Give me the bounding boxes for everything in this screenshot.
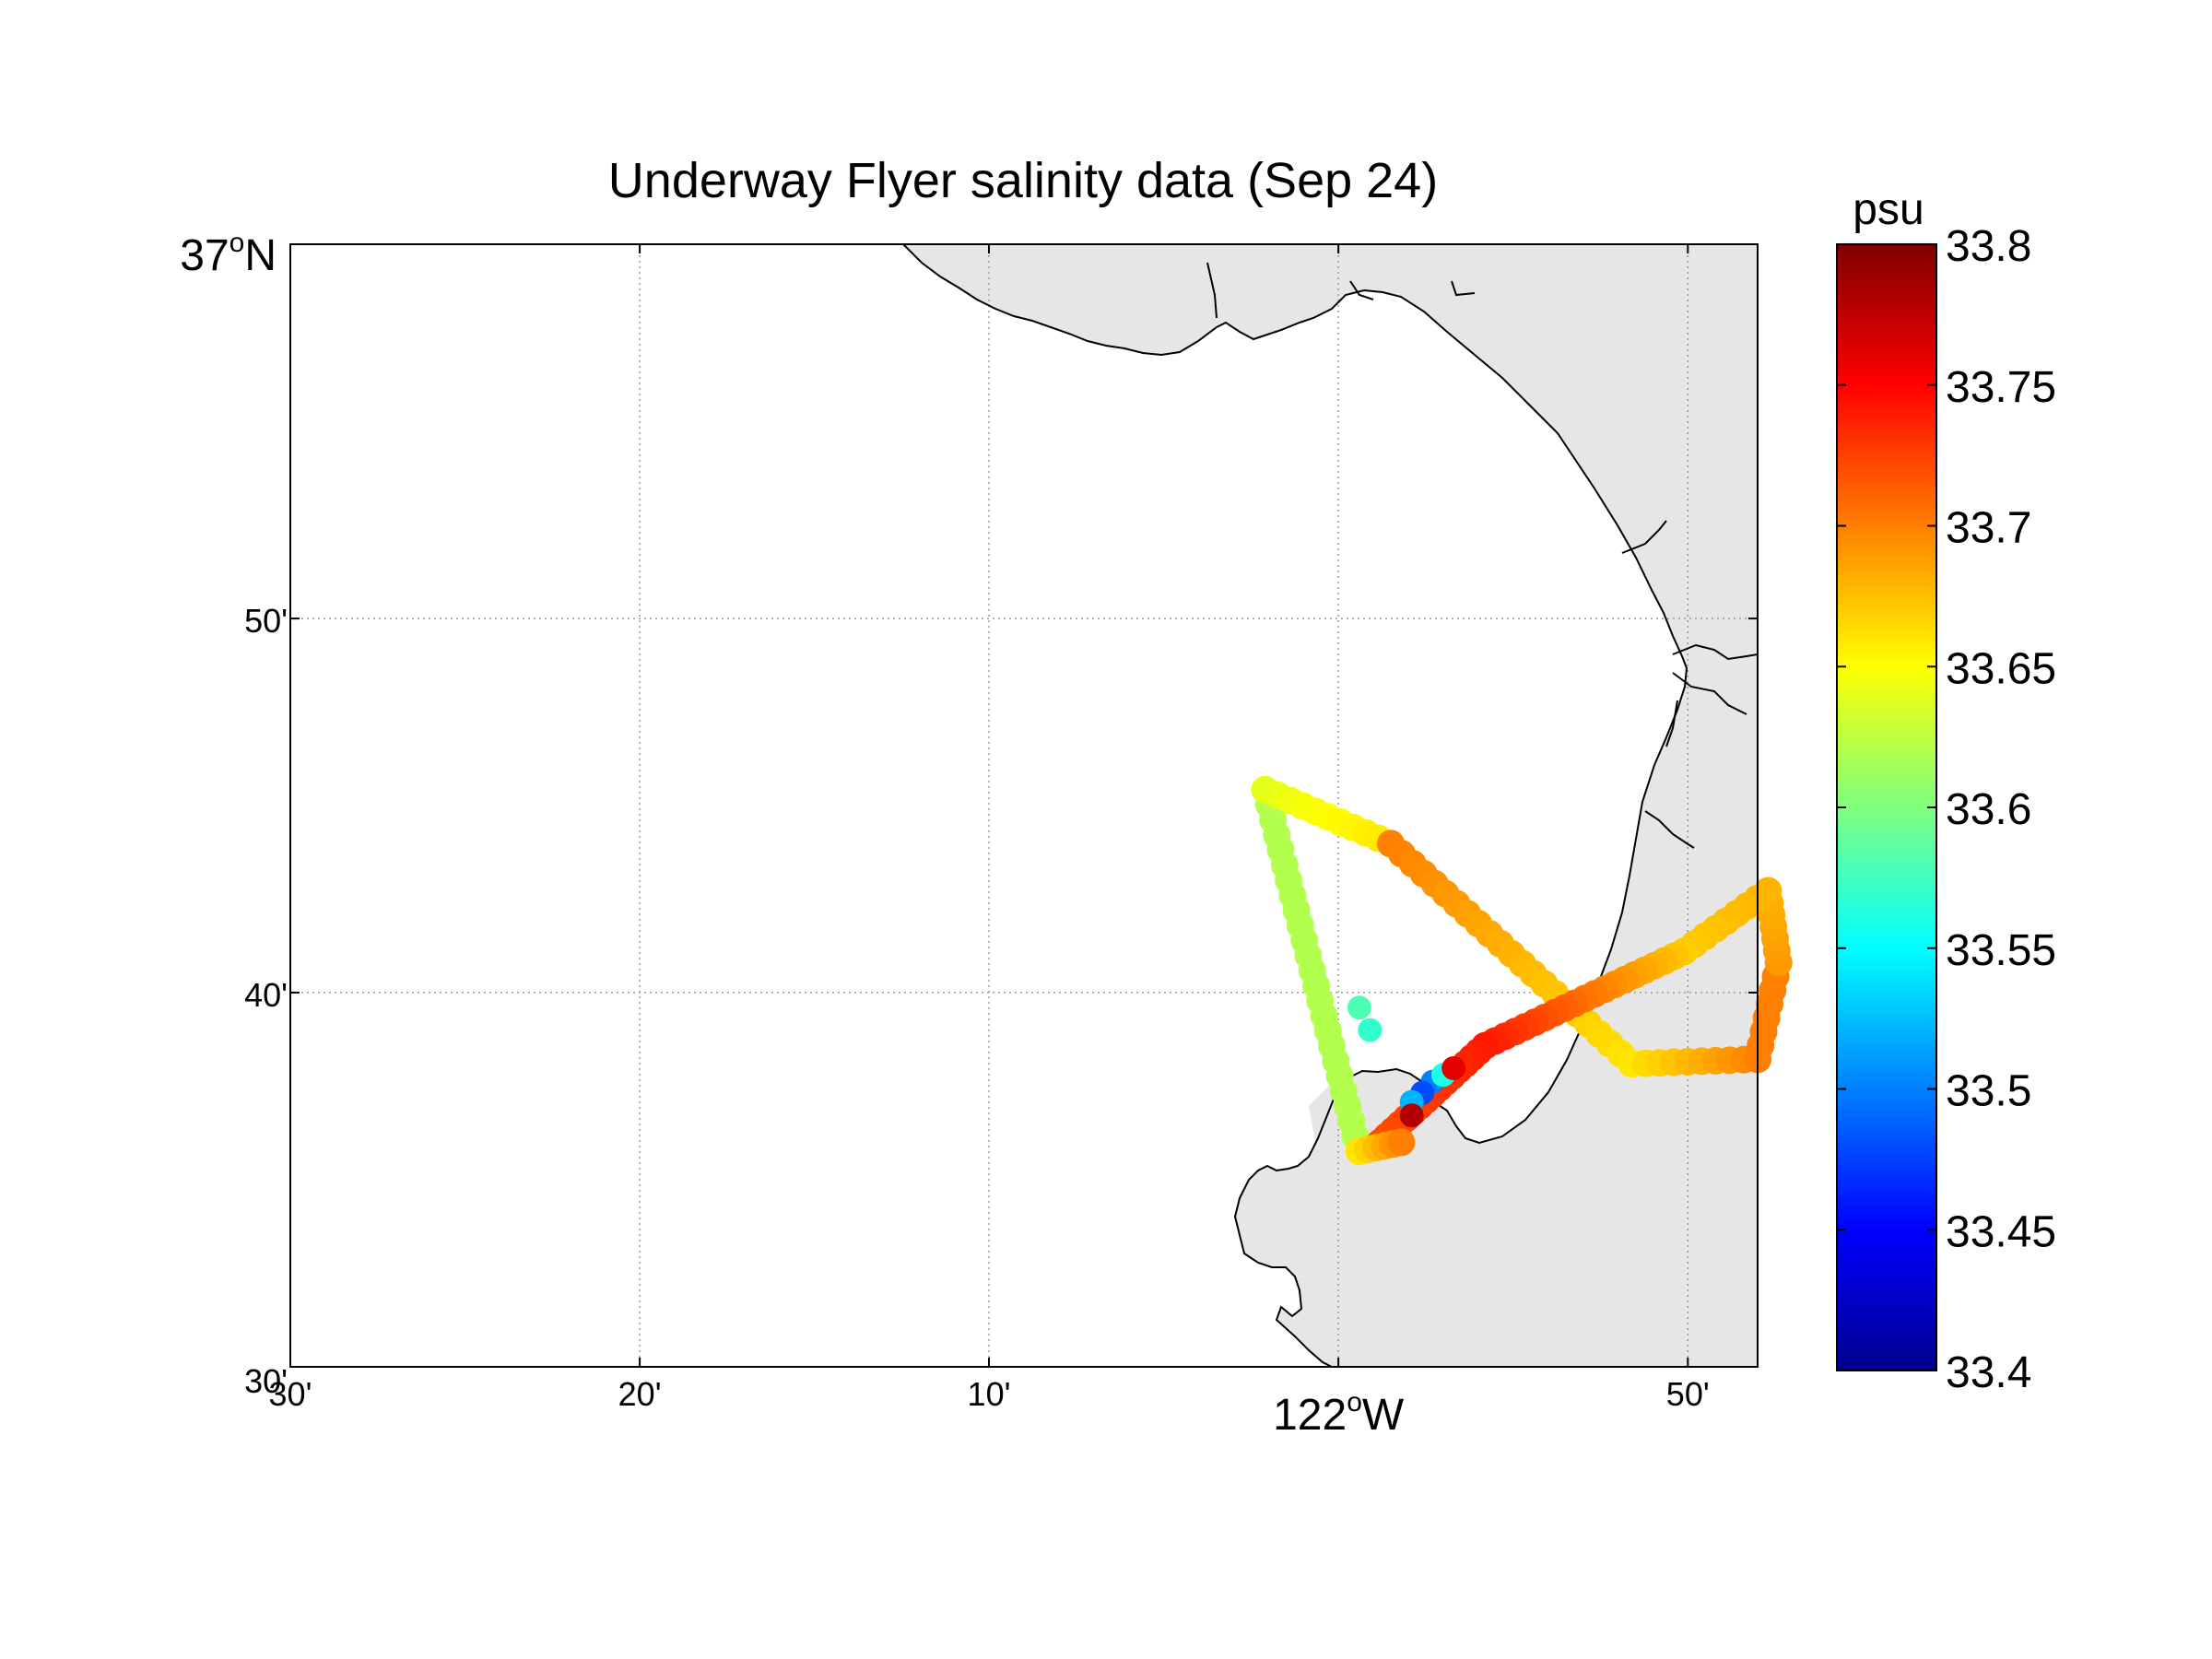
colorbar-tick-label: 33.55 — [1946, 926, 2056, 975]
longitude-labels: 30' 20' 10' 122oW 50' — [269, 1375, 1710, 1440]
colorbar-tick-label: 33.4 — [1946, 1348, 2031, 1397]
lat-label: 50' — [244, 602, 288, 640]
lat-label-major: 37oN — [180, 228, 276, 280]
map-frame — [289, 243, 1759, 1368]
coastline-main — [902, 243, 1688, 1368]
river-line — [1644, 810, 1695, 849]
river-line — [1451, 280, 1476, 297]
lon-label: 50' — [1666, 1375, 1710, 1413]
latitude-labels: 37oN 50' 40' 30' — [180, 228, 288, 1400]
coastline — [902, 243, 1759, 1368]
colorbar-gradient — [1836, 243, 1937, 1371]
salinity-point — [1441, 1056, 1466, 1080]
river-line — [1672, 643, 1759, 661]
map-ticks — [289, 243, 1758, 1368]
salinity-point — [1358, 1018, 1382, 1042]
colorbar-tick-label: 33.75 — [1946, 363, 2056, 412]
lat-label: 40' — [244, 976, 288, 1014]
colorbar-label: psu — [1853, 185, 1924, 234]
colorbar-tick-label: 33.7 — [1946, 504, 2031, 553]
lon-label: 20' — [618, 1375, 662, 1413]
colorbar-ticks: 33.8 33.75 33.7 33.65 33.6 33.55 33.5 33.45 33.4 — [1837, 222, 2056, 1397]
river-line — [1349, 280, 1374, 300]
colorbar-tick-label: 33.45 — [1946, 1207, 2056, 1256]
lat-label: 30' — [244, 1362, 288, 1400]
colorbar-tick-label: 33.6 — [1946, 785, 2031, 834]
river-line — [1206, 262, 1218, 319]
lon-label: 30' — [269, 1375, 312, 1413]
salinity-point — [1387, 1128, 1416, 1157]
colorbar-tick-label: 33.8 — [1946, 222, 2031, 271]
river-line — [1621, 520, 1667, 554]
colorbar-tick-label: 33.65 — [1946, 644, 2056, 693]
map-panel — [289, 243, 1793, 1368]
salinity-point — [1399, 1103, 1424, 1128]
river-line — [1665, 700, 1678, 747]
map-title: Underway Flyer salinity data (Sep 24) — [608, 153, 1438, 208]
colorbar: psu 33.8 33.75 33.7 33.65 33.6 33.55 33.5 33.45… — [1836, 185, 2056, 1397]
lon-label-major: 122oW — [1273, 1387, 1405, 1440]
colorbar-tick-label: 33.5 — [1946, 1067, 2031, 1116]
salinity-point — [1347, 995, 1371, 1020]
lon-label: 10' — [968, 1375, 1011, 1413]
river-line — [1672, 672, 1747, 715]
